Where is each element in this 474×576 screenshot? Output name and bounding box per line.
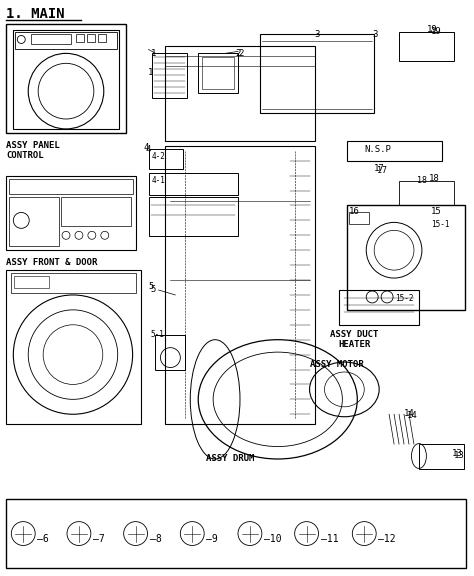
Text: —11: —11: [320, 533, 338, 544]
Bar: [347, 141, 442, 161]
Bar: [349, 213, 369, 225]
Text: 17: 17: [377, 166, 387, 175]
Text: ASSY MOTOR: ASSY MOTOR: [310, 359, 364, 369]
Bar: [13, 29, 118, 129]
Text: 16: 16: [349, 207, 360, 217]
Bar: [260, 33, 374, 113]
Text: ASSY DRUM: ASSY DRUM: [206, 454, 254, 463]
Text: —12: —12: [378, 533, 396, 544]
Text: —6: —6: [37, 533, 49, 544]
Bar: [14, 276, 49, 288]
Text: ASSY DUCT
HEATER: ASSY DUCT HEATER: [330, 329, 379, 349]
Bar: [98, 35, 106, 43]
Bar: [165, 146, 315, 424]
Text: 3: 3: [372, 29, 378, 39]
Text: 18: 18: [429, 174, 439, 183]
Text: 18: 18: [417, 176, 427, 185]
Text: 5: 5: [148, 282, 154, 291]
Bar: [6, 499, 465, 569]
Bar: [419, 444, 464, 469]
Text: ASSY FRONT & DOOR: ASSY FRONT & DOOR: [6, 258, 98, 267]
Bar: [347, 206, 465, 310]
Text: 5: 5: [151, 285, 156, 294]
Text: 19: 19: [427, 25, 438, 33]
Text: 1: 1: [147, 69, 153, 77]
Text: 2: 2: [238, 50, 243, 58]
Bar: [148, 173, 238, 195]
Bar: [9, 179, 133, 194]
Text: —9: —9: [206, 533, 218, 544]
Bar: [11, 273, 136, 293]
Text: 1. MAIN: 1. MAIN: [6, 7, 65, 21]
Text: 15-2: 15-2: [395, 294, 414, 303]
Bar: [339, 290, 419, 325]
Text: 15: 15: [431, 207, 442, 217]
Text: N.S.P: N.S.P: [364, 145, 391, 154]
Text: 19: 19: [431, 26, 442, 36]
Bar: [148, 196, 238, 236]
Bar: [76, 35, 84, 43]
Bar: [399, 181, 454, 206]
Text: 14: 14: [404, 410, 415, 418]
Bar: [155, 335, 185, 370]
Text: 2: 2: [235, 50, 240, 58]
Text: ASSY PANEL
CONTROL: ASSY PANEL CONTROL: [6, 141, 60, 160]
Text: 1: 1: [151, 50, 156, 58]
Bar: [31, 35, 71, 44]
Text: 4: 4: [144, 143, 149, 152]
Bar: [61, 196, 131, 226]
Bar: [6, 24, 126, 133]
Bar: [198, 54, 238, 93]
Text: 4: 4: [146, 145, 151, 154]
Text: 5-1: 5-1: [151, 329, 164, 339]
Bar: [399, 32, 454, 61]
Bar: [148, 149, 183, 169]
Bar: [87, 35, 95, 43]
Text: 4-2: 4-2: [152, 152, 165, 161]
Text: 17: 17: [374, 164, 385, 173]
Text: 15-1: 15-1: [431, 221, 449, 229]
Text: 4-1: 4-1: [152, 176, 165, 185]
Bar: [153, 54, 187, 98]
Bar: [165, 47, 315, 141]
Text: —10: —10: [264, 533, 282, 544]
Text: 14: 14: [407, 411, 418, 420]
Bar: [202, 58, 234, 89]
Text: 13: 13: [454, 451, 465, 460]
Bar: [6, 270, 141, 424]
Text: —7: —7: [93, 533, 105, 544]
Bar: [6, 176, 136, 250]
Bar: [15, 32, 117, 50]
Text: 3: 3: [315, 29, 320, 39]
Text: 13: 13: [452, 449, 463, 458]
Bar: [9, 196, 59, 247]
Text: —8: —8: [149, 533, 161, 544]
